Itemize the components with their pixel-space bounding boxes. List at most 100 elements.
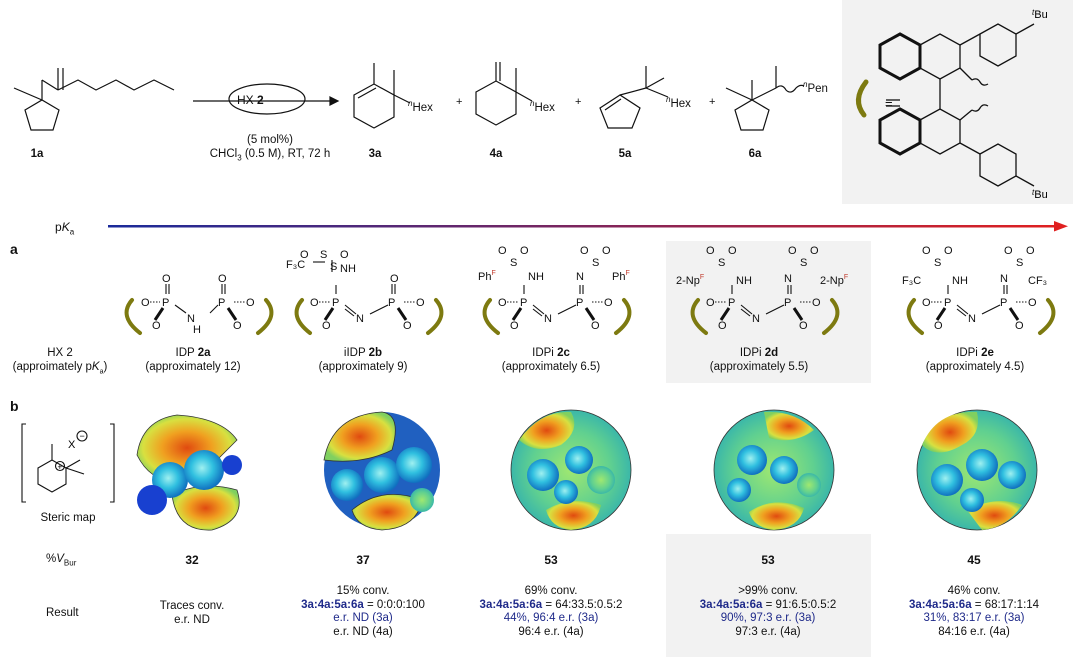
svg-text:P: P (1000, 297, 1007, 309)
equals-sign: = (885, 96, 893, 111)
panel-label-b: b (10, 398, 19, 414)
hex-label-3a: nHex (408, 99, 433, 114)
svg-text:O: O (944, 245, 953, 257)
svg-text:N: N (187, 313, 195, 325)
vbur-2c: 53 (544, 553, 558, 567)
svg-text:NH: NH (736, 275, 752, 287)
svg-text:tBu: tBu (1032, 8, 1048, 21)
svg-text:P: P (162, 297, 169, 309)
svg-text:S: S (718, 257, 725, 269)
reagent-hx-text: HX (237, 93, 258, 107)
svg-text:O: O (162, 273, 171, 285)
svg-text:N: N (356, 313, 364, 325)
svg-text:O: O (403, 320, 412, 332)
catalyst-2d-label: IDPi 2d (approximately 5.5) (709, 347, 809, 373)
vbur-2a: 32 (185, 553, 199, 567)
svg-text:O: O (390, 273, 399, 285)
svg-text:O: O (416, 297, 425, 309)
svg-text:S: S (800, 257, 807, 269)
svg-text:O: O (498, 297, 507, 309)
svg-text:P: P (218, 297, 225, 309)
pen-label-6a: nPen (803, 80, 828, 95)
svg-text:O: O (300, 249, 309, 261)
binol-backbone-structure: tBu tBu (856, 8, 1048, 201)
svg-text:2-NpF: 2-NpF (820, 274, 848, 287)
svg-text:PhF: PhF (478, 270, 496, 283)
result-2b: 15% conv. 3a:4a:5a:6a = 0:0:0:100 e.r. N… (301, 585, 425, 638)
svg-text:NH: NH (952, 275, 968, 287)
carbocation-structure: + − X (21, 423, 115, 503)
svg-text:N: N (784, 273, 792, 285)
svg-text:O: O (520, 245, 529, 257)
svg-text:P: P (576, 297, 583, 309)
hx-pka-label: HX 2 (approimately pKa) (0, 346, 120, 379)
result-2d-highlight-panel (666, 534, 871, 657)
steric-map-label: Steric map (40, 512, 96, 524)
svg-text:O: O (233, 320, 242, 332)
compound-label-5a: 5a (618, 148, 632, 160)
compound-label-4a: 4a (489, 148, 503, 160)
counterion-x: X (68, 439, 76, 451)
svg-text:P: P (520, 297, 527, 309)
svg-text:O: O (340, 249, 349, 261)
svg-text:O: O (580, 245, 589, 257)
svg-text:O: O (1015, 320, 1024, 332)
steric-maps (136, 409, 1038, 531)
svg-text:S: S (510, 257, 517, 269)
svg-text:NH: NH (528, 271, 544, 283)
svg-text:O: O (812, 297, 821, 309)
plus-1: + (456, 96, 463, 108)
svg-text:NH: NH (340, 263, 356, 275)
svg-text:S: S (934, 257, 941, 269)
pka-gradient-arrow (108, 221, 1068, 232)
svg-text:O: O (152, 320, 161, 332)
svg-text:N: N (1000, 273, 1008, 285)
result-2d: >99% conv. 3a:4a:5a:6a = 91:6.5:0.5:2 90… (699, 585, 837, 638)
steric-map-2b (323, 411, 440, 531)
steric-map-2e (916, 409, 1038, 531)
catalyst-loading: (5 mol%) (246, 134, 293, 146)
svg-text:2-NpF: 2-NpF (676, 274, 704, 287)
svg-text:P: P (388, 297, 395, 309)
svg-text:O: O (799, 320, 808, 332)
panel-label-a: a (10, 241, 18, 257)
steric-map-2c (510, 409, 632, 531)
solvent-conditions: CHCl3 (0.5 M), RT, 72 h (209, 148, 331, 163)
svg-text:O: O (141, 297, 150, 309)
svg-text:O: O (788, 245, 797, 257)
svg-text:O: O (602, 245, 611, 257)
svg-text:PhF: PhF (612, 270, 630, 283)
svg-text:N: N (544, 313, 552, 325)
svg-text:O: O (718, 320, 727, 332)
catalyst-2c-label: IDPi 2c (approximately 6.5) (501, 347, 601, 373)
compound-label-3a: 3a (368, 148, 382, 160)
svg-text:S: S (1016, 257, 1023, 269)
approx-pka-label: (approimately pKa) (12, 361, 108, 376)
svg-text:O: O (934, 320, 943, 332)
reagent-hx-number: 2 (257, 93, 264, 107)
vbur-2d: 53 (761, 553, 775, 567)
catalyst-2a-label: IDP 2a (approximately 12) (145, 347, 241, 373)
svg-text:O: O (922, 245, 931, 257)
reaction-scheme (13, 62, 805, 131)
svg-text:O: O (310, 297, 319, 309)
reagent-label: HX 2 (237, 93, 264, 107)
svg-text:O: O (1028, 297, 1037, 309)
catalyst-2b-label: iIDP 2b (approximately 9) (318, 347, 408, 373)
svg-text:P: P (784, 297, 791, 309)
svg-text:S: S (592, 257, 599, 269)
hx-label: HX 2 (47, 347, 73, 359)
svg-text:H: H (193, 324, 201, 336)
catalyst-2e-label: IDPi 2e (approximately 4.5) (925, 347, 1025, 373)
svg-text:N: N (752, 313, 760, 325)
result-2c: 69% conv. 3a:4a:5a:6a = 64:33.5:0.5:2 44… (479, 585, 623, 638)
svg-text:O: O (322, 320, 331, 332)
svg-text:O: O (1004, 245, 1013, 257)
svg-text:F₃C: F₃C (286, 259, 305, 271)
steric-map-2a (136, 414, 242, 531)
hex-label-5a: nHex (666, 95, 691, 110)
compound-label-1a: 1a (30, 148, 44, 160)
binol-highlight-panel (842, 0, 1073, 204)
compound-label-6a: 6a (748, 148, 762, 160)
